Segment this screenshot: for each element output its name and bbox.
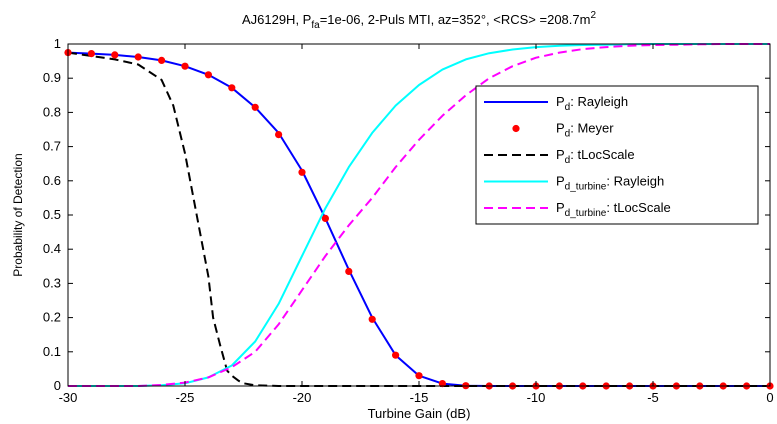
legend-box xyxy=(475,85,759,225)
series-marker-1 xyxy=(438,380,446,388)
series-marker-1 xyxy=(345,267,353,275)
y-tick-label: 0.6 xyxy=(43,173,61,188)
y-tick-label: 0.3 xyxy=(43,275,61,290)
y-tick-label: 0.9 xyxy=(43,70,61,85)
x-tick-label: -25 xyxy=(176,390,195,405)
x-tick-label: -30 xyxy=(59,390,78,405)
series-marker-1 xyxy=(298,168,306,176)
series-marker-1 xyxy=(368,315,376,323)
title-part: AJ6129H, P xyxy=(242,12,311,27)
series-marker-1 xyxy=(111,51,119,59)
series-marker-1 xyxy=(275,131,283,139)
legend: Pd: Rayleigh Pd: Meyer Pd: tLocScale Pd_tur… xyxy=(475,85,759,225)
series-line-4 xyxy=(68,43,770,387)
chart-title-text: AJ6129H, Pfa=1e-06, 2-Puls MTI, az=352°,… xyxy=(242,10,596,31)
series-marker-1 xyxy=(392,351,400,359)
y-tick-label: 1 xyxy=(54,36,61,51)
series-marker-1 xyxy=(87,50,95,58)
y-tick-label: 0.4 xyxy=(43,241,61,256)
y-tick-label: 0.2 xyxy=(43,310,61,325)
legend-label: Pd: tLocScale xyxy=(556,147,635,166)
series-marker-1 xyxy=(158,56,166,64)
series-marker-1 xyxy=(251,103,259,111)
legend-marker xyxy=(512,124,520,133)
x-axis: -30 -25 -20 -15 -10 -5 0 xyxy=(59,44,774,405)
series-marker-1 xyxy=(415,372,423,380)
chart-title: AJ6129H, Pfa=1e-06, 2-Puls MTI, az=352°,… xyxy=(242,10,596,31)
series-marker-1 xyxy=(321,214,329,222)
series-line-2 xyxy=(67,51,770,387)
series-marker-1 xyxy=(204,71,212,79)
y-tick-label: 0.1 xyxy=(43,344,61,359)
legend-label: Pd: Meyer xyxy=(556,121,614,140)
x-axis-label: Turbine Gain (dB) xyxy=(368,406,471,421)
x-tick-label: -20 xyxy=(293,390,312,405)
y-tick-label: 0.7 xyxy=(43,139,61,154)
title-subscript: fa xyxy=(311,20,320,31)
series-marker-1 xyxy=(181,62,189,70)
y-tick-label: 0.8 xyxy=(43,104,61,119)
legend-label: Pd_turbine: tLocScale xyxy=(556,200,671,219)
x-tick-label: 0 xyxy=(766,390,773,405)
legend-label: Pd_turbine: Rayleigh xyxy=(556,174,664,193)
title-part: =1e-06, 2-Puls MTI, az=352°, <RCS> =208.… xyxy=(320,12,591,27)
y-tick-label: 0.5 xyxy=(43,207,61,222)
y-tick-label: 0 xyxy=(54,378,61,393)
series-marker-1 xyxy=(228,84,236,92)
title-superscript: 2 xyxy=(590,10,596,21)
y-axis: 0 0.1 0.2 0.3 0.4 0.5 0.6 0.7 0.8 0.9 1 xyxy=(43,36,770,393)
series-marker-1 xyxy=(134,53,142,61)
legend-label: Pd: Rayleigh xyxy=(556,94,628,113)
x-tick-label: -10 xyxy=(527,390,546,405)
y-axis-label: Probability of Detection xyxy=(11,153,25,276)
x-tick-label: -5 xyxy=(647,390,659,405)
x-tick-label: -15 xyxy=(410,390,429,405)
